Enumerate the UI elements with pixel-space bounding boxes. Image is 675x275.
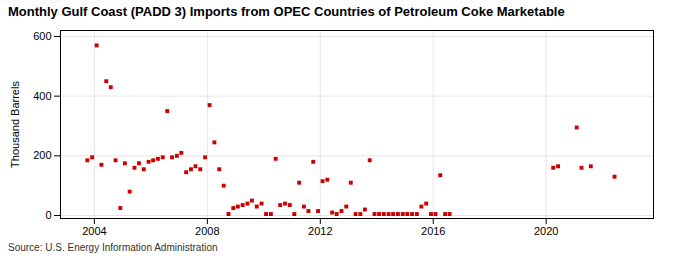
html-text:Source: U.S. Energy Informatio: Source: U.S. Energy Information Administ…: [8, 242, 218, 253]
svg-text:2016: 2016: [421, 225, 445, 237]
svg-text:2020: 2020: [534, 225, 558, 237]
svg-text:2008: 2008: [195, 225, 219, 237]
html-text:Monthly Gulf Coast (PADD 3) Im: Monthly Gulf Coast (PADD 3) Imports from…: [8, 4, 565, 19]
svg-text:2004: 2004: [82, 225, 106, 237]
svg-text:2012: 2012: [308, 225, 332, 237]
svg-text:0: 0: [45, 209, 51, 221]
svg-text:600: 600: [33, 30, 51, 42]
svg-text:Thousand Barrels: Thousand Barrels: [9, 81, 21, 168]
svg-text:200: 200: [33, 149, 51, 161]
svg-text:400: 400: [33, 90, 51, 102]
